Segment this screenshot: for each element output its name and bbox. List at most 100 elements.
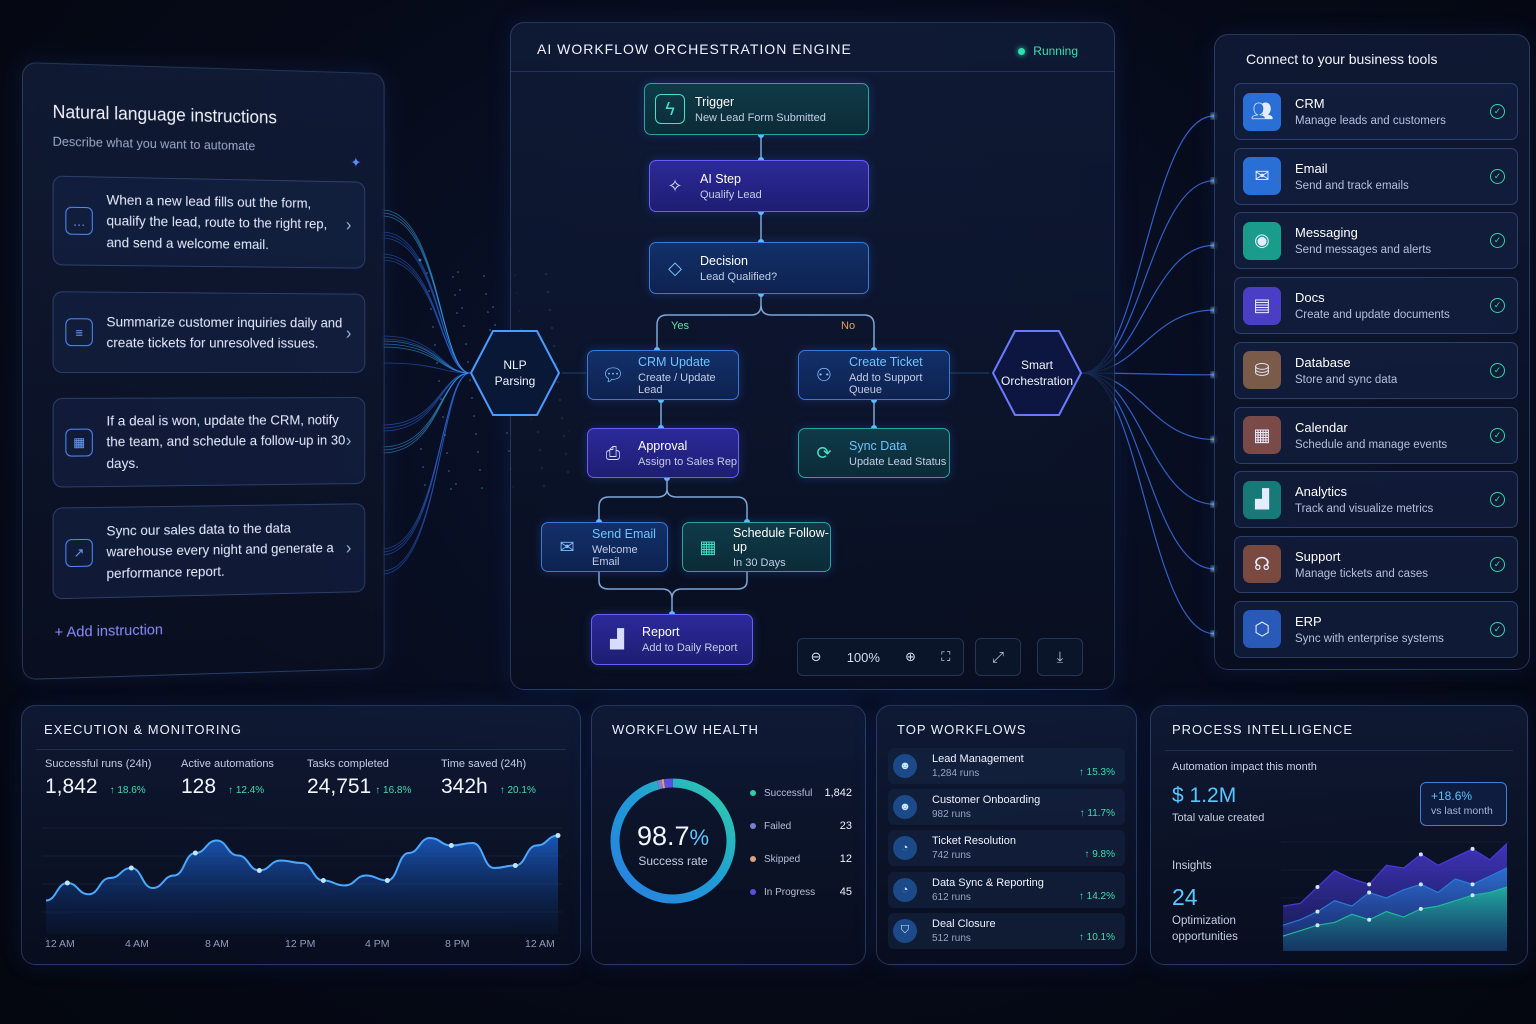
tool-desc: Manage leads and customers [1295,115,1446,127]
execution-area-chart [42,827,562,934]
instruction-text: Summarize customer inquiries daily and c… [106,312,343,351]
stat-value: 24,751 [307,775,372,798]
workflow-row[interactable]: ☻ Customer Onboarding 982 runs ↑ 11.7% [888,789,1125,826]
node-create-ticket[interactable]: ⚇ Create Ticket Add to Support Queue [798,350,950,400]
top-workflows-panel: TOP WORKFLOWS ☻ Lead Management 1,284 runs… [876,705,1137,965]
node-approval[interactable]: ⎙ Approval Assign to Sales Rep [587,428,739,478]
instructions-panel: Natural language instructions Describe w… [22,62,385,680]
particle [456,312,458,314]
tool-card-database[interactable]: ⛁ Database Store and sync data ✓ [1234,341,1518,399]
data-point [64,880,70,886]
node-subtitle: New Lead Form Submitted [695,111,826,124]
tool-name: Analytics [1295,484,1348,500]
chevron-right-icon[interactable]: › [345,537,352,558]
data-point [192,850,198,856]
node-sync-data[interactable]: ⟳ Sync Data Update Lead Status [798,428,950,478]
chevron-right-icon[interactable]: › [345,214,352,235]
legend-dot-icon [750,856,756,862]
particle [452,276,454,278]
zoom-in-icon[interactable]: ⊕ [905,649,917,664]
particle [465,343,467,345]
workflow-name: Customer Onboarding [932,794,1041,807]
chevron-right-icon[interactable]: › [345,430,352,450]
data-point [128,865,134,871]
tool-desc: Store and sync data [1295,373,1398,386]
workflow-runs: 512 runs [932,932,971,944]
data-point [1470,846,1475,851]
diamond-icon: ◇ [668,257,682,278]
node-title: Decision [700,253,748,268]
node-title: CRM Update [638,354,711,369]
node-report[interactable]: ▟ Report Add to Daily Report [591,614,753,665]
impact-area-chart [1281,841,1509,951]
engine-header: AI WORKFLOW ORCHESTRATION ENGINE Running [511,23,1114,72]
particle [422,466,424,468]
particle [477,451,479,453]
total-value: $ 1.2M [1172,784,1237,807]
node-subtitle: Update Lead Status [849,455,947,468]
nlp-parsing-hub: NLP Parsing [467,325,563,421]
data-point [1315,909,1320,914]
series-line [1282,886,1508,937]
tool-card-email[interactable]: ✉ Email Send and track emails ✓ [1234,147,1518,205]
instruction-card[interactable]: ≡ Summarize customer inquiries daily and… [52,291,366,373]
tool-card-analytics[interactable]: ▟ Analytics Track and visualize metrics ✓ [1234,471,1518,529]
stat-label: Successful runs (24h) [45,758,152,770]
workflow-row[interactable]: ⛉ Deal Closure 512 runs ↑ 10.1% [888,912,1125,949]
tool-desc: Send and track emails [1295,179,1409,192]
workflow-name: Ticket Resolution [932,835,1016,848]
workflow-row[interactable]: ◔ Ticket Resolution 742 runs ↑ 9.8% [888,830,1125,867]
analytics-icon: ▟ [1243,480,1281,519]
chevron-right-icon[interactable]: › [345,323,352,343]
sparkle-icon[interactable]: ✦ [350,154,362,171]
input-connection-line [381,372,471,454]
workflow-row[interactable]: ☻ Lead Management 1,284 runs ↑ 15.3% [888,748,1125,784]
donut-slice-successful [610,778,736,904]
tool-card-erp[interactable]: ⬡ ERP Sync with enterprise systems ✓ [1234,600,1518,658]
fit-screen-icon[interactable]: ⛶ [941,649,951,664]
node-trigger[interactable]: ϟ Trigger New Lead Form Submitted [644,83,869,135]
zoom-out-icon[interactable]: ⊖ [810,649,822,664]
workflow-row[interactable]: ◔ Data Sync & Reporting 612 runs ↑ 14.2% [888,871,1125,908]
data-point [448,843,454,848]
tool-card-messaging[interactable]: ◉ Messaging Send messages and alerts ✓ [1234,212,1518,270]
download-button[interactable]: ⤓ [1037,638,1083,676]
particle [469,379,471,381]
callout-label: vs last month [1431,805,1493,817]
particle [434,344,436,346]
data-point [1367,890,1372,895]
node-crm-update[interactable]: 💬︎ CRM Update Create / Update Lead [587,350,739,400]
panel-title: Natural language instructions [52,101,277,128]
tool-desc: Send messages and alerts [1295,244,1432,257]
instruction-card[interactable]: ▦ If a deal is won, update the CRM, noti… [52,397,366,488]
donut-slice-failed [656,779,664,790]
status-dot-icon [1018,48,1026,55]
instruction-card[interactable]: ↗ Sync our sales data to the data wareho… [52,503,366,600]
node-ai-step[interactable]: ✧ AI Step Qualify Lead [649,160,869,212]
tool-card-support[interactable]: ☊ Support Manage tickets and cases ✓ [1234,535,1518,593]
data-point [1367,882,1372,887]
tool-card-calendar[interactable]: ▦ Calendar Schedule and manage events ✓ [1234,406,1518,464]
particle [481,487,483,489]
particle [457,271,459,273]
node-decision[interactable]: ◇ Decision Lead Qualified? [649,242,869,294]
document-icon: ≡ [65,318,93,347]
node-subtitle: Lead Qualified? [700,270,778,283]
instruction-text: When a new lead fills out the form, qual… [106,191,328,252]
x-tick-label: 4 AM [125,938,149,950]
tool-card-docs[interactable]: ▤ Docs Create and update documents ✓ [1234,277,1518,335]
layout-button[interactable]: ⤢ [975,638,1021,676]
legend-label: Successful [764,787,813,799]
particle [494,324,496,326]
plus-icon: + [54,623,67,642]
tool-card-crm[interactable]: 👥︎ CRM Manage leads and customers ✓ [1234,83,1518,140]
area-fill [46,835,558,934]
instruction-card[interactable]: … When a new lead fills out the form, qu… [52,175,366,269]
data-point [512,863,518,868]
node-title: Sync Data [849,438,907,453]
input-connection-line [381,372,471,426]
add-instruction-button[interactable]: + Add instruction [55,621,163,641]
node-schedule-follow-up[interactable]: ▦ Schedule Follow-up In 30 Days [682,522,831,572]
x-tick-label: 12 AM [45,938,75,950]
node-send-email[interactable]: ✉ Send Email Welcome Email [541,522,668,572]
